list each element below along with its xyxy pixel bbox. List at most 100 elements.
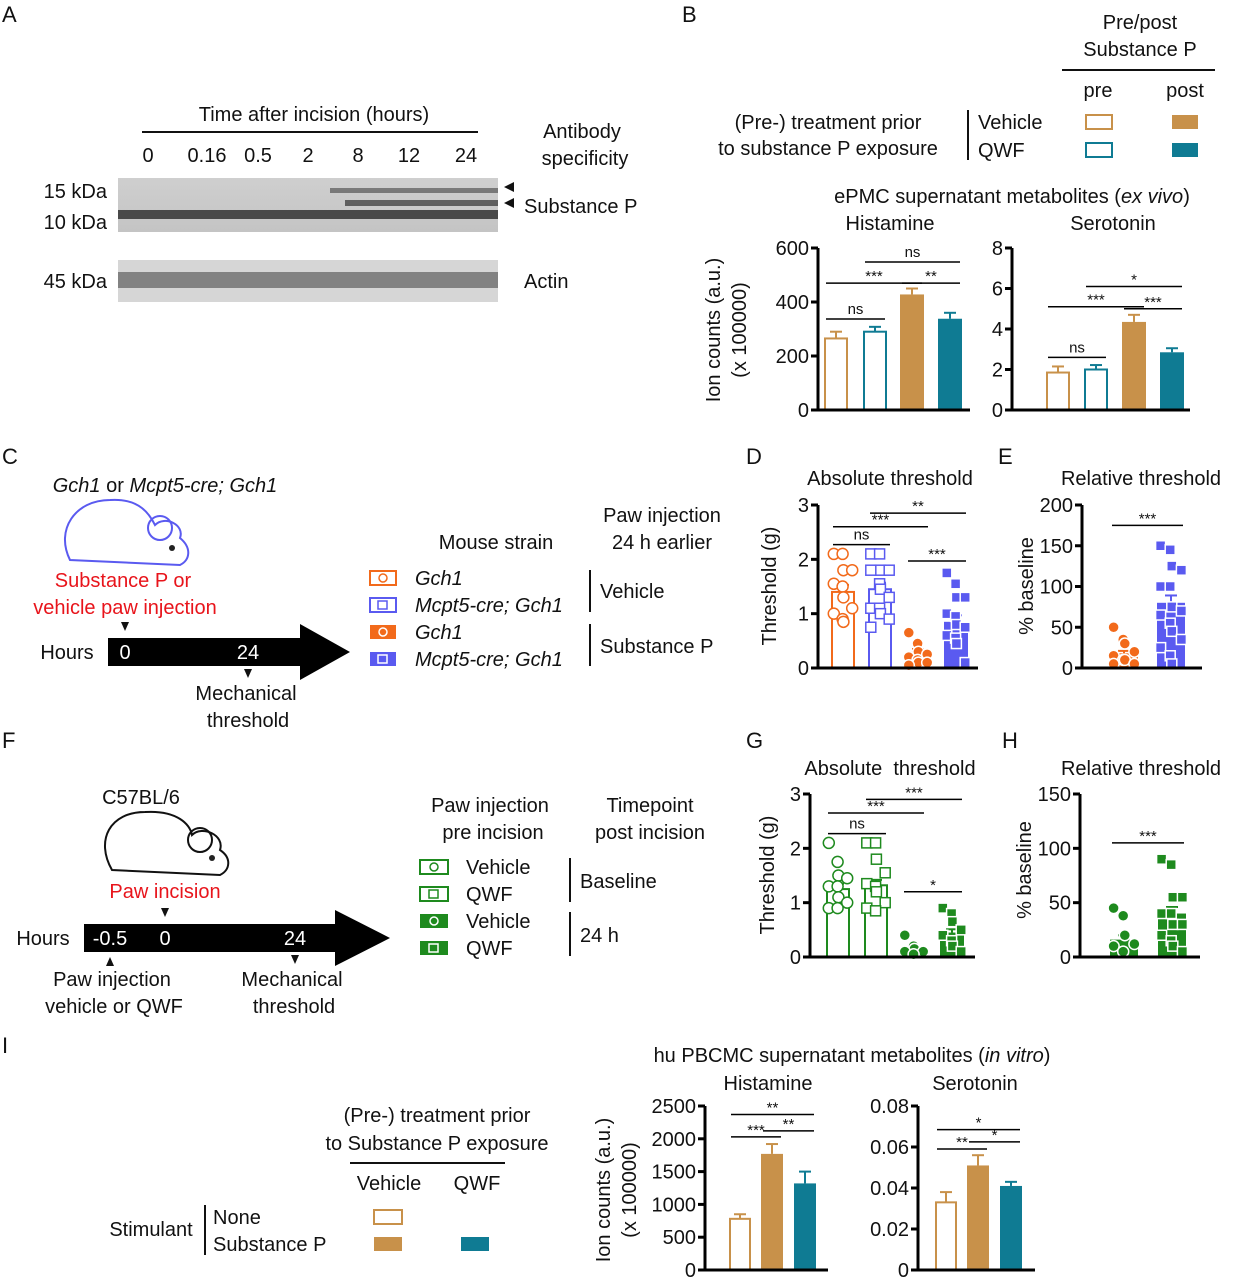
data-point [845,601,859,615]
panel-f: F C57BL/6 Paw incision Hours -0.5 0 24 P… [2,728,705,1018]
legend-row: Mcpt5-cre; Gch1 [415,595,563,617]
pre-label: vehicle or QWF [45,996,183,1018]
readout-label: threshold [207,710,289,732]
data-point [959,656,971,669]
y-tick-label: 0 [898,1260,909,1280]
data-point [1175,605,1188,617]
data-point [883,613,895,625]
legend-title: post incision [595,822,705,844]
y-tick-label: 150 [1038,784,1071,806]
y-axis-label: % baseline [1014,821,1036,919]
readout-label: Mechanical [241,969,342,991]
subtitle-serotonin: Serotonin [932,1073,1018,1095]
legend-title: pre incision [442,822,543,844]
data-point [865,621,877,633]
y-tick-label: 8 [992,238,1003,260]
y-tick-label: 0 [798,400,809,422]
significance-label: *** [865,268,883,285]
legend-pre: pre [1084,80,1113,102]
data-point [941,567,953,579]
lane-label: 0.5 [244,145,272,167]
data-point [1176,945,1189,958]
significance-label: *** [928,546,946,563]
legend-title: 24 h earlier [612,532,712,554]
lane-labels: 0 0.16 0.5 2 8 12 24 [142,145,477,167]
pre-label: Paw injection [53,969,171,991]
data-point [845,563,859,577]
y-tick-label: 0 [790,947,801,969]
y-tick-label: 4 [992,319,1003,341]
data-point [1128,645,1141,658]
legend-title: Mouse strain [439,532,554,554]
stimulant-label: Stimulant [109,1219,193,1241]
incision-label: Paw incision [109,881,220,903]
panel-label: I [2,1033,8,1058]
legend-row: Gch1 [415,622,463,644]
data-point [1164,544,1176,556]
legend-post: post [1166,80,1204,102]
y-tick-label: 50 [1049,893,1071,915]
data-point [1107,901,1120,915]
y-tick-label: 6 [992,279,1003,301]
data-point [869,837,882,849]
significance-label: * [930,877,936,894]
marker-10kda: 10 kDa [44,212,108,234]
y-tick-label: 0 [798,658,809,680]
data-point [1175,633,1188,646]
data-point [879,867,891,879]
data-point [1165,858,1177,871]
y-tick-label: 600 [776,238,809,260]
timeline-arrow [108,624,350,680]
legend-group: 24 h [580,925,619,947]
data-point [1128,937,1141,951]
bar [1084,368,1108,411]
data-point [1165,907,1177,920]
data-point [1164,580,1176,593]
y-tick-label: 1 [798,604,809,626]
legend-vehicle: Vehicle [978,112,1043,134]
panel-label: A [2,2,17,27]
panel-label: B [682,2,697,27]
subtitle-histamine: Histamine [846,213,935,235]
prepost-title: Substance P [1083,39,1196,61]
chart-I-serotonin: 00.020.040.060.08** ** [870,1096,1035,1280]
y-tick-label: 100 [1040,577,1073,599]
data-point [1154,580,1167,593]
data-point [955,945,967,958]
significance-label: *** [867,798,885,815]
time-label: 0 [119,642,130,664]
data-point [1116,945,1130,958]
data-point [822,836,836,850]
time-axis-title: Time after incision (hours) [199,104,429,126]
chart-title: hu PBCMC supernatant metabolites (in vit… [654,1045,1051,1067]
injection-label: vehicle paw injection [33,597,216,619]
data-point [946,915,959,928]
y-axis-label: (x 100000) [729,282,751,378]
significance-label: *** [905,784,923,801]
data-point [1155,907,1168,920]
data-point [1175,564,1188,576]
legend-qwf: QWF [978,140,1025,162]
chart-title: Relative threshold [1061,758,1221,780]
y-axis-label: % baseline [1016,537,1038,635]
treatment-title: (Pre-) treatment prior [735,112,922,134]
legend-swatch [1172,115,1198,129]
bar [900,294,924,410]
panel-label: E [998,444,1013,469]
data-point [865,564,877,576]
chart-H: 0 50 100 150 *** [1038,784,1200,969]
significance-label: ** [956,1134,968,1151]
time-label: -0.5 [93,928,127,950]
legend-swatch [1085,114,1113,130]
data-point [836,547,849,561]
data-point [1116,909,1130,922]
legend-group: Substance P [600,636,713,658]
chart-title: Absolute threshold [804,758,975,780]
strain-title: C57BL/6 [102,787,180,809]
y-tick-label: 0 [1062,658,1073,680]
time-label: 24 [237,642,259,664]
marker-45kda: 45 kDa [44,271,108,293]
legend-group: Baseline [580,871,657,893]
